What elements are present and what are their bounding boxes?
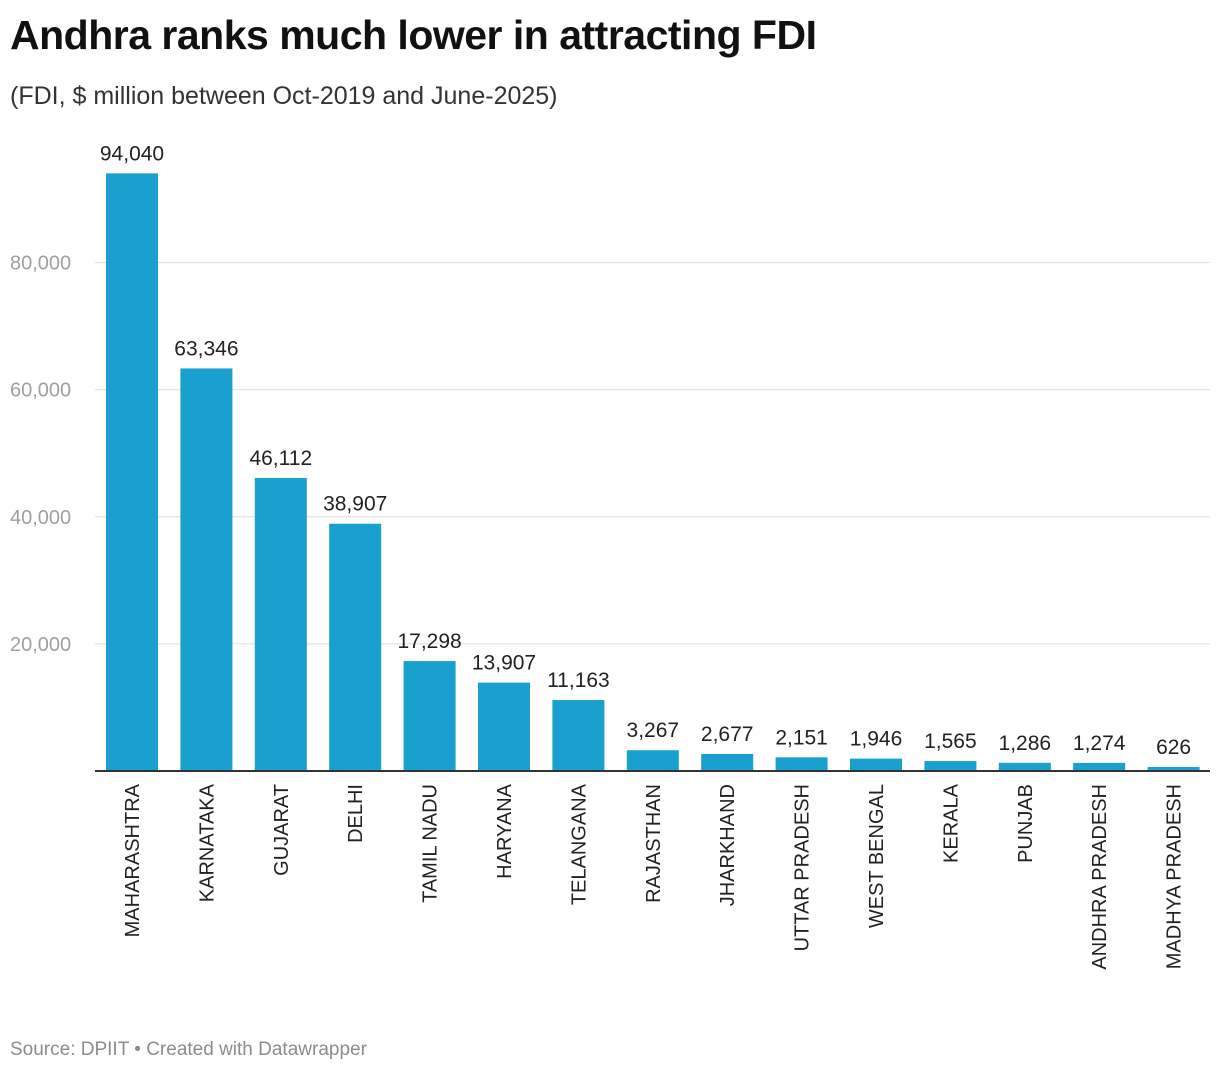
value-label: 1,565 bbox=[924, 730, 977, 753]
footer-separator: • bbox=[134, 1039, 141, 1060]
y-axis-ticks: 20,000 40,000 60,000 80,000 bbox=[10, 253, 71, 656]
category-label: UTTAR PRADESH bbox=[792, 784, 814, 951]
category-label: ANDHRA PRADESH bbox=[1089, 784, 1111, 970]
category-label: WEST BENGAL bbox=[866, 784, 888, 928]
bars bbox=[106, 173, 1200, 771]
value-label: 2,677 bbox=[701, 723, 754, 746]
chart-subtitle: (FDI, $ million between Oct-2019 and Jun… bbox=[10, 82, 558, 110]
bar bbox=[924, 761, 977, 771]
y-tick-label: 80,000 bbox=[10, 253, 71, 275]
category-label: KARNATAKA bbox=[196, 783, 218, 902]
category-label: PUNJAB bbox=[1015, 784, 1037, 863]
bar bbox=[552, 700, 605, 771]
value-label: 1,946 bbox=[850, 728, 903, 751]
bar bbox=[1073, 762, 1126, 771]
category-label: KERALA bbox=[940, 783, 962, 863]
value-label: 13,907 bbox=[472, 652, 536, 675]
bar bbox=[850, 758, 902, 771]
category-label: RAJASTHAN bbox=[643, 784, 665, 903]
bar bbox=[1147, 767, 1200, 771]
bar bbox=[626, 750, 679, 771]
value-label: 2,151 bbox=[775, 726, 828, 749]
y-tick-label: 20,000 bbox=[10, 634, 71, 656]
category-label: JHARKHAND bbox=[717, 784, 739, 906]
chart-title: Andhra ranks much lower in attracting FD… bbox=[10, 12, 817, 58]
value-label: 46,112 bbox=[249, 447, 312, 470]
value-label: 94,040 bbox=[100, 142, 164, 165]
value-label: 11,163 bbox=[547, 669, 610, 692]
credit-note: Created with Datawrapper bbox=[146, 1039, 367, 1060]
category-label: MAHARASHTRA bbox=[122, 783, 144, 937]
category-label: DELHI bbox=[345, 784, 367, 843]
value-labels: 94,040 63,346 46,112 38,907 17,298 13,907 11,1… bbox=[100, 142, 1191, 759]
bar bbox=[775, 757, 828, 771]
chart-footer: Source: DPIIT • Created with Datawrapper bbox=[10, 1039, 367, 1061]
source-note: Source: DPIIT bbox=[10, 1039, 129, 1060]
value-label: 63,346 bbox=[174, 337, 238, 360]
category-label: HARYANA bbox=[494, 783, 516, 879]
category-label: MADHYA PRADESH bbox=[1164, 784, 1186, 969]
value-label: 1,286 bbox=[999, 732, 1052, 755]
bar bbox=[998, 762, 1051, 771]
category-label: TELANGANA bbox=[568, 783, 590, 905]
category-label: TAMIL NADU bbox=[420, 784, 442, 903]
bar bbox=[180, 368, 233, 771]
bar bbox=[106, 173, 158, 771]
value-label: 17,298 bbox=[397, 630, 461, 653]
category-label: GUJARAT bbox=[271, 784, 293, 876]
value-label: 38,907 bbox=[323, 493, 387, 516]
value-label: 3,267 bbox=[627, 719, 680, 742]
y-tick-label: 60,000 bbox=[10, 380, 71, 402]
bar bbox=[329, 523, 382, 771]
bar bbox=[403, 661, 456, 771]
value-label: 626 bbox=[1156, 736, 1191, 759]
bar bbox=[701, 753, 754, 771]
bar bbox=[478, 682, 530, 771]
y-tick-label: 40,000 bbox=[10, 507, 71, 529]
value-label: 1,274 bbox=[1073, 732, 1126, 755]
category-labels: MAHARASHTRA KARNATAKA GUJARAT DELHI TAMIL NA… bbox=[122, 783, 1186, 969]
bar bbox=[254, 477, 307, 771]
